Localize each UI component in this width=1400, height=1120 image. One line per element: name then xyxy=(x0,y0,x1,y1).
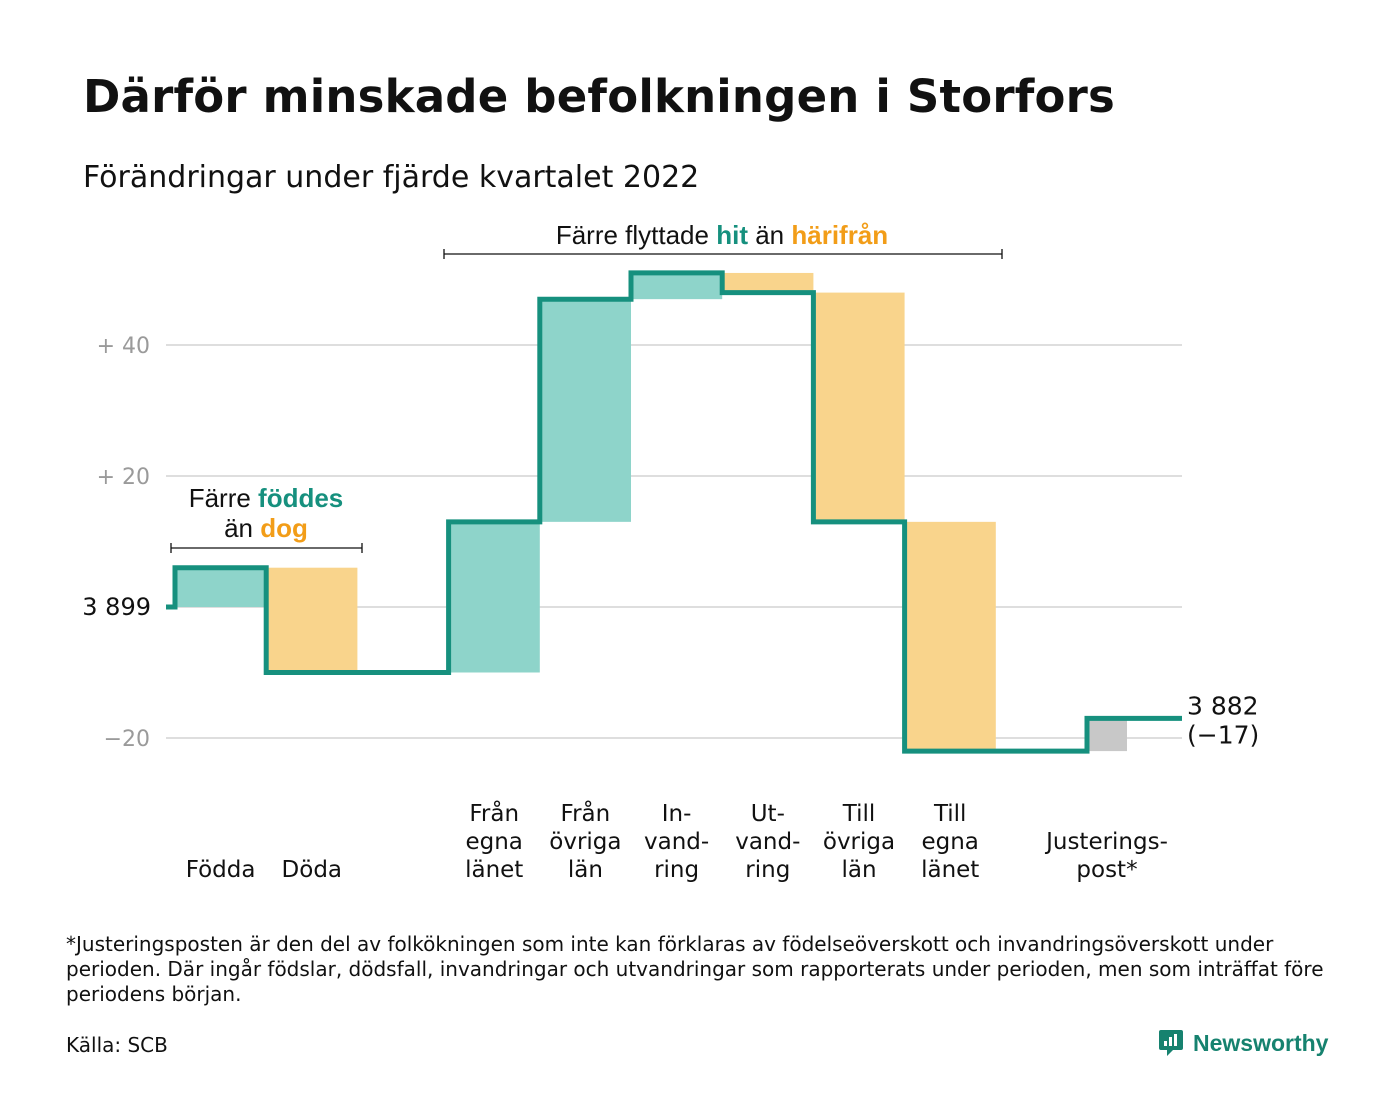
source-label: Källa: SCB xyxy=(66,1033,168,1057)
bar-fran_ovriga_lan xyxy=(539,299,631,522)
category-label-fran_ovriga_lan: övriga xyxy=(549,829,621,855)
category-label-till_ovriga_lan: övriga xyxy=(823,829,895,855)
category-label-utvandring: ring xyxy=(745,857,790,883)
births-annotation-line1-strong: föddes xyxy=(258,483,343,513)
bar-invandring xyxy=(631,272,723,300)
births-annotation-line1: Färre föddes xyxy=(189,483,344,513)
end-change-label: (−17) xyxy=(1187,720,1259,749)
category-label-till_ovriga_lan: län xyxy=(841,857,876,883)
births-annotation: Färre föddes än dog xyxy=(170,483,363,553)
newsworthy-logo-icon xyxy=(1159,1030,1183,1056)
migration-annotation: Färre flyttade hit än härifrån xyxy=(443,220,1003,259)
migration-annotation-out: härifrån xyxy=(791,220,888,250)
footnote: *Justeringsposten är den del av folkökni… xyxy=(66,932,1324,1006)
start-value-label: 3 899 xyxy=(82,593,151,621)
bar-till_ovriga_lan xyxy=(813,292,905,522)
category-label-fran_egna_lanet: länet xyxy=(465,857,523,883)
category-label-utvandring: vand- xyxy=(735,829,800,855)
bar-till_egna_lanet xyxy=(904,521,996,752)
category-label-fodda: Födda xyxy=(186,857,256,883)
category-label-justeringspost: Justerings- xyxy=(1044,829,1168,855)
chart-title: Därför minskade befolkningen i Storfors xyxy=(83,70,1115,123)
category-label-till_ovriga_lan: Till xyxy=(842,801,876,827)
category-label-fran_egna_lanet: egna xyxy=(465,829,522,855)
births-bracket xyxy=(170,543,363,553)
y-tick-label: + 40 xyxy=(97,334,150,359)
bar-doda xyxy=(266,567,358,673)
births-annotation-line2-pre: än xyxy=(224,513,260,543)
chart-subtitle: Förändringar under fjärde kvartalet 2022 xyxy=(83,160,700,195)
category-label-utvandring: Ut- xyxy=(751,801,785,827)
migration-bracket xyxy=(443,249,1003,259)
births-annotation-line2-strong: dog xyxy=(260,513,308,543)
y-tick-label: + 20 xyxy=(97,465,150,490)
bar-utvandring xyxy=(722,272,814,293)
bar-fran_egna_lanet xyxy=(448,521,540,673)
migration-annotation-in: hit xyxy=(716,220,748,250)
births-annotation-line1-pre: Färre xyxy=(189,483,258,513)
category-label-invandring: vand- xyxy=(644,829,709,855)
bar-fodda xyxy=(175,567,267,607)
migration-annotation-mid: än xyxy=(748,220,791,250)
category-label-fran_ovriga_lan: Från xyxy=(561,799,611,827)
category-label-till_egna_lanet: egna xyxy=(921,829,978,855)
category-label-doda: Döda xyxy=(282,857,342,883)
category-label-fran_ovriga_lan: län xyxy=(568,857,603,883)
category-label-fran_egna_lanet: Från xyxy=(469,799,519,827)
migration-annotation-pre: Färre flyttade xyxy=(556,220,716,250)
category-label-till_egna_lanet: länet xyxy=(921,857,979,883)
step-line-layer xyxy=(166,270,1182,754)
category-label-justeringspost: post* xyxy=(1076,857,1137,883)
y-tick-label: −20 xyxy=(104,727,150,752)
brand-logo: Newsworthy xyxy=(1158,1028,1328,1058)
category-label-invandring: In- xyxy=(662,801,692,827)
step-line xyxy=(166,270,1182,754)
category-label-invandring: ring xyxy=(654,857,699,883)
end-value-label: 3 882 xyxy=(1187,691,1259,720)
bars-layer xyxy=(175,272,1127,752)
bar-justeringspost xyxy=(1087,718,1127,752)
migration-annotation-text: Färre flyttade hit än härifrån xyxy=(556,220,888,250)
category-label-till_egna_lanet: Till xyxy=(933,801,967,827)
births-annotation-line2: än dog xyxy=(224,513,308,543)
brand-name: Newsworthy xyxy=(1193,1029,1329,1056)
grid-layer: −20 + 20 + 40 xyxy=(97,334,1182,752)
